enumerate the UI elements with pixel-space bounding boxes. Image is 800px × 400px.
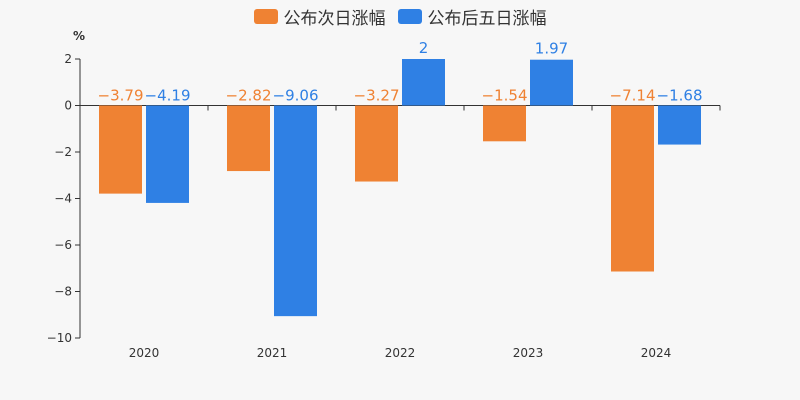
- data-label: −4.19: [145, 87, 191, 105]
- y-tick-label: −8: [54, 285, 72, 299]
- bar: [99, 105, 142, 194]
- data-label: −2.82: [226, 87, 272, 105]
- x-tick-label: 2020: [129, 346, 160, 360]
- bar: [611, 105, 654, 272]
- bar: [402, 59, 445, 106]
- data-label: −9.06: [273, 87, 319, 105]
- bar: [483, 105, 526, 142]
- bar: [227, 105, 270, 172]
- bar: [355, 105, 398, 182]
- y-tick-label: −2: [54, 145, 72, 159]
- x-tick-label: 2024: [641, 346, 672, 360]
- data-label: −3.27: [354, 87, 400, 105]
- y-tick-label: −6: [54, 238, 72, 252]
- bar: [274, 105, 317, 317]
- legend-swatch-next-day: [253, 9, 278, 24]
- chart-legend: 公布次日涨幅 公布后五日涨幅: [0, 4, 800, 29]
- y-tick-label: −10: [47, 331, 72, 345]
- y-tick-label: −4: [54, 192, 72, 206]
- legend-item-next-day[interactable]: 公布次日涨幅: [253, 4, 386, 29]
- bar: [146, 105, 189, 203]
- x-tick-label: 2023: [513, 346, 544, 360]
- bar: [658, 105, 701, 145]
- legend-item-five-day[interactable]: 公布后五日涨幅: [397, 4, 547, 29]
- legend-swatch-five-day: [397, 9, 422, 24]
- data-label: 2: [419, 39, 429, 57]
- y-axis-unit: %: [73, 29, 86, 43]
- data-label: 1.97: [535, 40, 568, 58]
- x-tick-label: 2021: [257, 346, 288, 360]
- legend-label-five-day: 公布后五日涨幅: [427, 9, 547, 29]
- y-tick-label: 2: [64, 52, 72, 66]
- data-label: −1.68: [657, 87, 703, 105]
- x-tick-label: 2022: [385, 346, 416, 360]
- data-label: −7.14: [610, 87, 656, 105]
- legend-label-next-day: 公布次日涨幅: [283, 9, 386, 29]
- data-label: −3.79: [98, 87, 144, 105]
- data-label: −1.54: [482, 87, 528, 105]
- y-tick-label: 0: [64, 99, 72, 113]
- bar: [530, 59, 573, 106]
